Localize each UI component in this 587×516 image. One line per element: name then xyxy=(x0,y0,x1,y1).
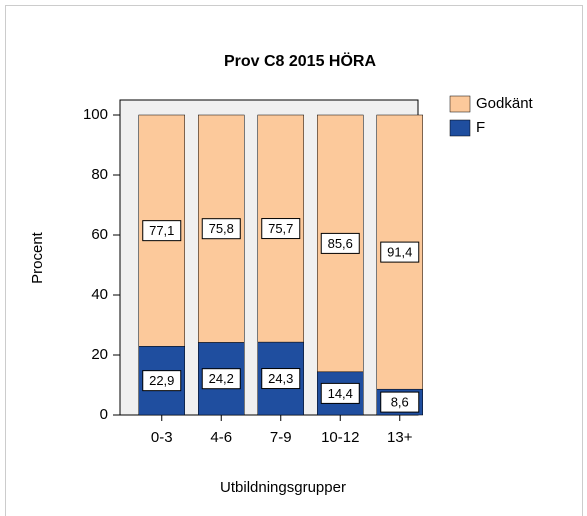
value-label: 75,7 xyxy=(268,221,293,236)
value-label-box xyxy=(142,220,182,242)
value-label: 8,6 xyxy=(391,395,409,410)
x-axis-label: Utbildningsgrupper xyxy=(220,479,346,496)
x-tick-label: 4-6 xyxy=(210,429,232,446)
value-label-box xyxy=(201,368,241,390)
value-label-box xyxy=(201,218,241,240)
value-label: 24,3 xyxy=(268,371,293,386)
value-label-box xyxy=(380,391,420,413)
x-tick-label: 0-3 xyxy=(151,429,173,446)
value-label-box xyxy=(320,382,360,404)
value-label-box xyxy=(261,368,301,390)
value-label-box xyxy=(380,241,420,263)
legend-swatch xyxy=(449,119,471,137)
value-label-box xyxy=(320,232,360,254)
x-tick-label: 13+ xyxy=(387,429,413,446)
value-label: 91,4 xyxy=(387,245,412,260)
legend-swatch xyxy=(449,95,471,113)
x-tick-label: 10-12 xyxy=(321,429,359,446)
value-label: 75,8 xyxy=(209,221,234,236)
chart-title: Prov C8 2015 HÖRA xyxy=(224,51,377,70)
y-tick-label: 0 xyxy=(100,406,108,423)
y-tick-label: 40 xyxy=(91,286,108,303)
value-label-box xyxy=(142,370,182,392)
y-tick-label: 80 xyxy=(91,166,108,183)
value-label: 24,2 xyxy=(209,371,234,386)
legend-label: F xyxy=(476,119,485,136)
y-tick-label: 20 xyxy=(91,346,108,363)
legend-label: Godkänt xyxy=(476,95,534,112)
x-tick-label: 7-9 xyxy=(270,429,292,446)
value-label: 85,6 xyxy=(328,236,353,251)
value-label: 77,1 xyxy=(149,223,174,238)
y-tick-label: 60 xyxy=(91,226,108,243)
value-label: 22,9 xyxy=(149,373,174,388)
y-axis-label: Procent xyxy=(29,231,46,284)
value-label: 14,4 xyxy=(328,386,353,401)
y-tick-label: 100 xyxy=(83,106,108,123)
value-label-box xyxy=(261,218,301,240)
